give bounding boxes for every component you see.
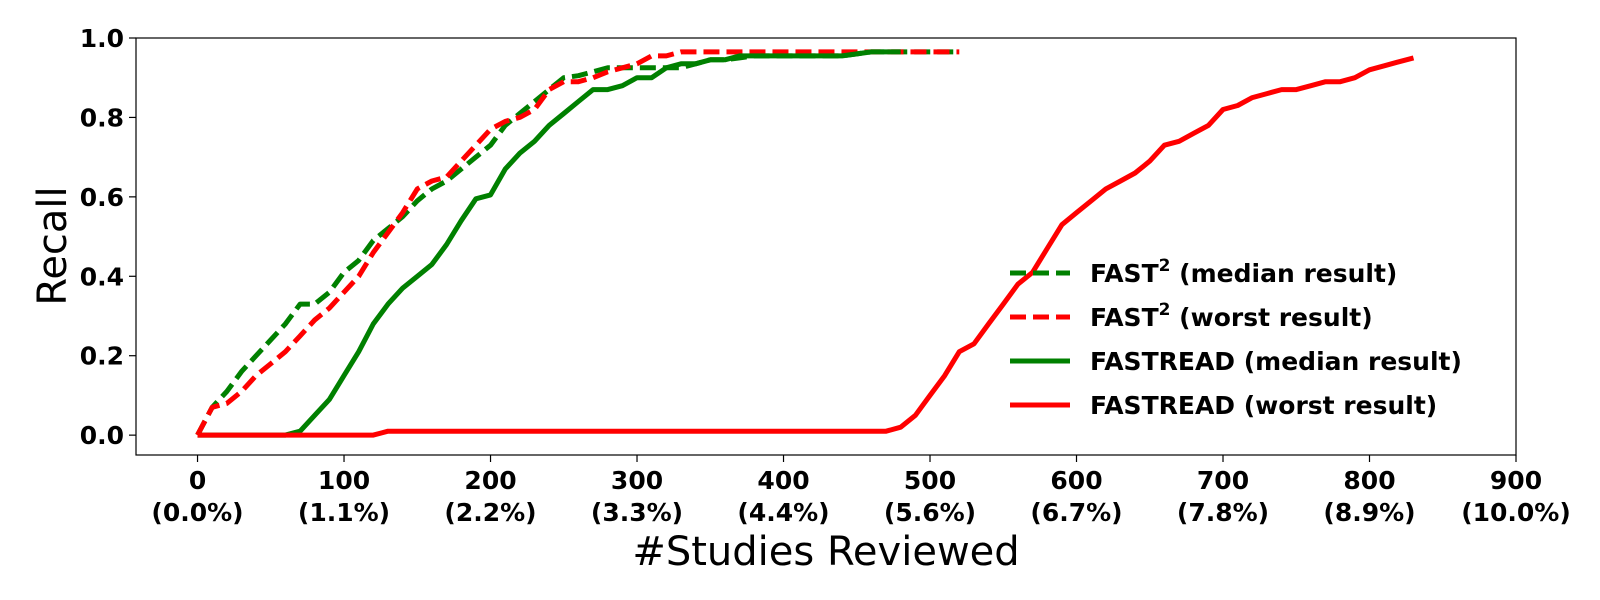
plot-frame: [135, 37, 1517, 456]
y-tick-label: 0.6: [80, 183, 124, 212]
x-tick-label: 400: [757, 466, 809, 495]
x-tick-sublabel: (1.1%): [298, 498, 390, 527]
x-tick-sublabel: (10.0%): [1461, 498, 1571, 527]
x-tick-label: 700: [1197, 466, 1249, 495]
y-tick-label: 0.2: [80, 342, 124, 371]
y-tick-label: 0.8: [80, 103, 124, 132]
x-tick-label: 500: [904, 466, 956, 495]
x-tick-label: 600: [1050, 466, 1102, 495]
x-tick-sublabel: (0.0%): [151, 498, 243, 527]
x-tick-label: 900: [1490, 466, 1542, 495]
x-tick-sublabel: (3.3%): [591, 498, 683, 527]
legend: FAST2 (median result) FAST2 (worst result…: [1010, 256, 1462, 420]
y-axis-title: Recall: [30, 186, 76, 305]
x-tick-label: 100: [318, 466, 370, 495]
x-tick-label: 0: [189, 466, 206, 495]
series-layer: [195, 49, 1415, 438]
y-tick-label: 0.4: [80, 262, 124, 291]
x-tick-sublabel: (4.4%): [737, 498, 829, 527]
x-tick-sublabel: (7.8%): [1177, 498, 1269, 527]
x-tick-label: 800: [1343, 466, 1395, 495]
legend-label: FASTREAD (worst result): [1090, 391, 1437, 420]
legend-label: FAST2 (median result): [1090, 256, 1397, 288]
legend-label: FASTREAD (median result): [1090, 347, 1462, 376]
series-line-fastread-median-result: [197, 49, 901, 438]
legend-label: FAST2 (worst result): [1090, 300, 1373, 332]
x-axis-title: #Studies Reviewed: [632, 529, 1019, 575]
x-tick-sublabel: (2.2%): [444, 498, 536, 527]
series-line-fast2-worst-result: [195, 49, 960, 437]
series-line-fast2-median-result: [195, 49, 960, 437]
y-tick-label: 1.0: [80, 24, 124, 53]
y-tick-label: 0.0: [80, 421, 124, 450]
x-tick-label: 200: [464, 466, 516, 495]
x-tick-label: 300: [611, 466, 663, 495]
x-tick-sublabel: (6.7%): [1030, 498, 1122, 527]
x-tick-sublabel: (5.6%): [884, 498, 976, 527]
x-tick-sublabel: (8.9%): [1323, 498, 1415, 527]
y-axis: 0.0 0.2 0.4 0.6 0.8 1.0: [80, 24, 136, 450]
series-line-fastread-worst-result: [197, 55, 1415, 438]
x-axis: 0 (0.0%) 100 (1.1%) 200 (2.2%) 300 (3.3%) 400 (4.…: [151, 455, 1571, 527]
